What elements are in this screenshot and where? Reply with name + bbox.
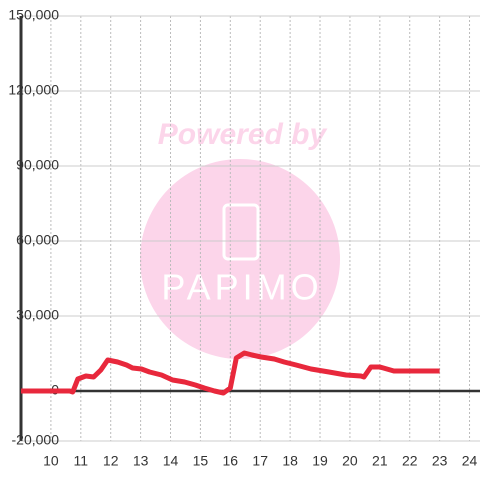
x-tick-label: 11 xyxy=(74,453,89,469)
x-tick-label: 14 xyxy=(163,453,179,469)
watermark-text: Powered by xyxy=(158,118,328,151)
x-tick-label: 21 xyxy=(372,453,388,469)
x-tick-label: 23 xyxy=(432,453,448,469)
x-tick-label: 12 xyxy=(103,453,119,469)
x-tick-label: 10 xyxy=(43,453,59,469)
x-tick-label: 24 xyxy=(462,453,478,469)
x-tick-label: 20 xyxy=(342,453,358,469)
x-tick-label: 18 xyxy=(282,453,298,469)
x-tick-label: 15 xyxy=(193,453,209,469)
x-tick-label: 13 xyxy=(133,453,149,469)
y-tick-label: 60,000 xyxy=(16,232,59,248)
watermark-logo: PAPIMO xyxy=(161,267,322,308)
data-line xyxy=(21,350,440,396)
y-tick-label: 30,000 xyxy=(16,307,59,323)
x-tick-label: 19 xyxy=(312,453,328,469)
watermark: Powered by PAPIMO xyxy=(140,118,340,359)
x-tick-label: 16 xyxy=(223,453,239,469)
x-tick-label: 17 xyxy=(252,453,268,469)
x-tick-label: 22 xyxy=(402,453,418,469)
watermark-phone xyxy=(222,203,260,261)
y-tick-label: -20,000 xyxy=(12,432,60,448)
y-tick-label: 120,000 xyxy=(8,82,59,98)
y-tick-label: 150,000 xyxy=(8,7,59,23)
y-tick-label: 90,000 xyxy=(16,157,59,173)
